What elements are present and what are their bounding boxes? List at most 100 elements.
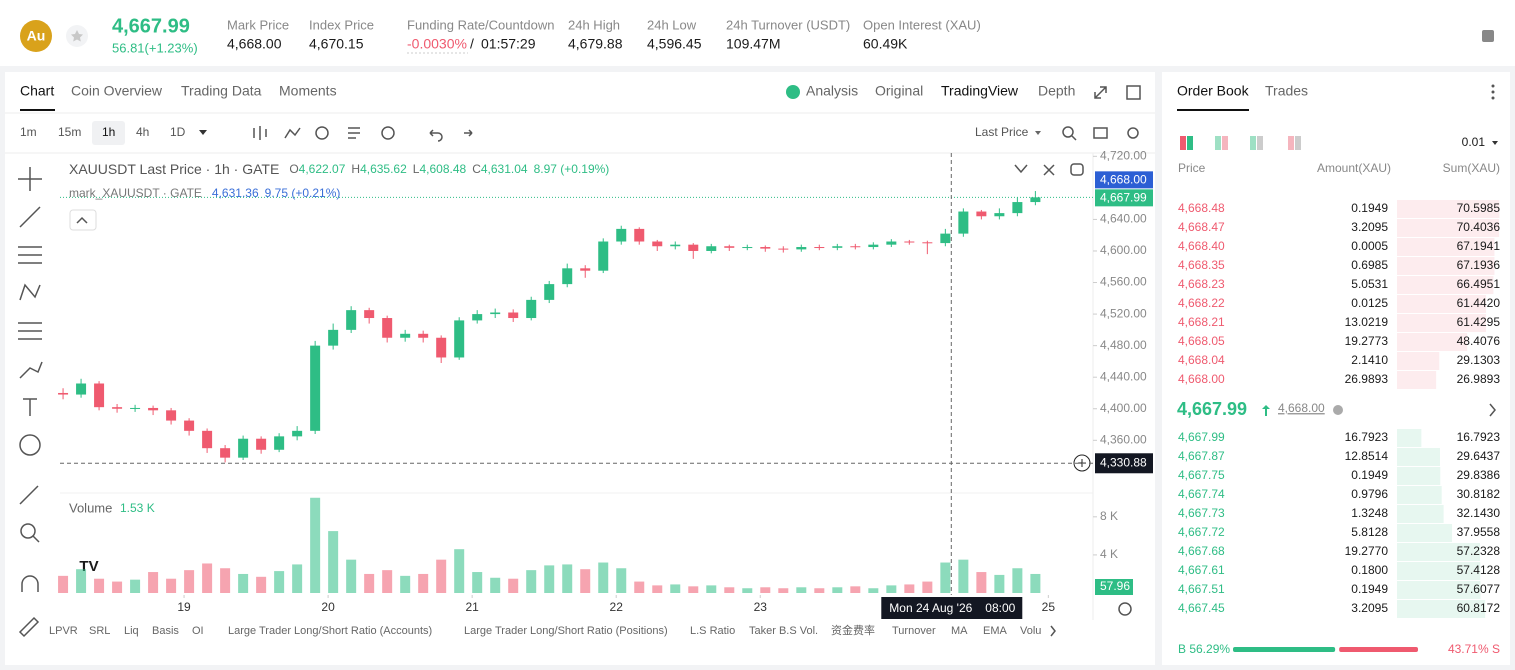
caret: [199, 130, 207, 135]
candle-body: [184, 420, 195, 431]
candle-body: [346, 310, 357, 330]
book-price: 4,667.72: [1178, 525, 1225, 539]
x-tick-label: 20: [321, 600, 335, 614]
chart-tab[interactable]: Moments: [279, 83, 337, 99]
book-price: 4,667.99: [1178, 430, 1225, 444]
depth-bar: [1397, 352, 1440, 370]
candle-body: [544, 284, 555, 300]
indicator[interactable]: SRL: [89, 625, 110, 637]
indicator[interactable]: Taker B.S Vol.: [749, 625, 818, 637]
indicator[interactable]: Volu: [1020, 625, 1041, 637]
collapse-button[interactable]: [69, 209, 97, 231]
book-sum: 37.9558: [1457, 525, 1501, 539]
depth-bar: [1397, 562, 1481, 580]
book-sum: 32.1430: [1457, 506, 1501, 520]
volume-bar: [76, 569, 87, 593]
analysis-icon: [786, 85, 800, 99]
interval[interactable]: 1m: [20, 125, 37, 139]
view-tab[interactable]: Depth: [1038, 83, 1075, 99]
candle-body: [202, 430, 213, 449]
interval[interactable]: 1D: [170, 125, 186, 139]
view-tab[interactable]: TradingView: [941, 83, 1019, 99]
book-sum: 30.8182: [1457, 487, 1501, 501]
volume-bar: [814, 588, 825, 593]
legend: XAUUSDT Last Price · 1h · GATE O4,622.07 H…: [69, 161, 609, 177]
stat-value: 4,596.45: [647, 36, 702, 52]
candle-body: [922, 242, 933, 244]
volume-bar: [418, 573, 429, 593]
book-amount: 3.2095: [1351, 601, 1388, 615]
depth-bar: [1397, 505, 1444, 523]
y-tick-label: 4,360.00: [1100, 432, 1147, 446]
candle-body: [76, 383, 87, 395]
legend-change: 8.97 (+0.19%): [534, 162, 610, 176]
book-amount: 13.0219: [1345, 315, 1389, 329]
candle-body: [382, 318, 393, 338]
book-header: Amount(XAU): [1317, 161, 1391, 175]
interval-selected: [92, 121, 125, 145]
book-tab[interactable]: Order Book: [1177, 83, 1250, 99]
volume-bar: [976, 572, 987, 593]
precision[interactable]: 0.01: [1462, 135, 1486, 149]
volume-value: 1.53 K: [120, 501, 155, 515]
book-sum: 16.7923: [1457, 430, 1501, 444]
indicator[interactable]: EMA: [983, 625, 1008, 637]
legend-key: L: [413, 162, 420, 176]
stat-value: 4,679.88: [568, 36, 623, 52]
interval[interactable]: 1h: [102, 125, 115, 139]
book-sum: 29.6437: [1457, 449, 1501, 463]
candle-body: [778, 248, 789, 250]
volume-tick-label: 8 K: [1100, 509, 1118, 523]
candle-body: [94, 383, 105, 408]
indicator[interactable]: Turnover: [892, 625, 936, 637]
indicator[interactable]: MA: [951, 625, 968, 637]
book-amount: 0.1949: [1351, 468, 1388, 482]
interval[interactable]: 15m: [58, 125, 81, 139]
book-sum: 57.2328: [1457, 544, 1501, 558]
y-tick-label: 4,720.00: [1100, 148, 1147, 162]
price-type[interactable]: Last Price: [975, 125, 1029, 139]
indicator[interactable]: Large Trader Long/Short Ratio (Positions…: [464, 625, 668, 637]
chart-tab[interactable]: Coin Overview: [71, 83, 163, 99]
volume-bar: [688, 586, 699, 593]
volume-bar: [886, 585, 897, 593]
indicator[interactable]: OI: [192, 625, 204, 637]
book-price: 4,668.23: [1178, 277, 1225, 291]
book-price: 4,667.45: [1178, 601, 1225, 615]
layout-icon[interactable]: [1482, 30, 1494, 42]
volume-bar: [130, 579, 141, 593]
view-tab[interactable]: Analysis: [806, 83, 858, 99]
indicator[interactable]: LPVR: [49, 625, 78, 637]
indicator[interactable]: Basis: [152, 625, 179, 637]
depth-bar: [1397, 219, 1500, 237]
candle-body: [742, 247, 753, 249]
candle-body: [310, 345, 321, 431]
book-sum: 57.4128: [1457, 563, 1501, 577]
depth-bar: [1397, 200, 1500, 218]
volume-bar: [454, 549, 465, 593]
book-price: 4,667.61: [1178, 563, 1225, 577]
legend-symbol: XAUUSDT Last Price · 1h · GATE: [69, 161, 279, 177]
candle-body: [688, 244, 699, 251]
volume-bar: [670, 584, 681, 593]
indicator[interactable]: Large Trader Long/Short Ratio (Accounts): [228, 625, 432, 637]
candle-body: [418, 333, 429, 338]
candle-body: [958, 211, 969, 234]
volume-bar: [652, 585, 663, 593]
indicator[interactable]: 资金费率: [831, 623, 875, 637]
volume-bar: [994, 574, 1005, 593]
interval[interactable]: 4h: [136, 125, 149, 139]
candle-body: [436, 337, 447, 358]
depth-bar: [1397, 429, 1422, 447]
chart-tab[interactable]: Trading Data: [181, 83, 262, 99]
book-tab[interactable]: Trades: [1265, 83, 1308, 99]
book-price: 4,668.21: [1178, 315, 1225, 329]
mark-price-tag-text: 4,668.00: [1100, 173, 1147, 187]
volume-bar: [310, 497, 321, 593]
view-tab[interactable]: Original: [875, 83, 923, 99]
indicator[interactable]: L.S Ratio: [690, 625, 735, 637]
candle-body: [670, 244, 681, 247]
candle-body: [238, 438, 249, 458]
chart-tab[interactable]: Chart: [20, 83, 54, 99]
indicator[interactable]: Liq: [124, 625, 139, 637]
